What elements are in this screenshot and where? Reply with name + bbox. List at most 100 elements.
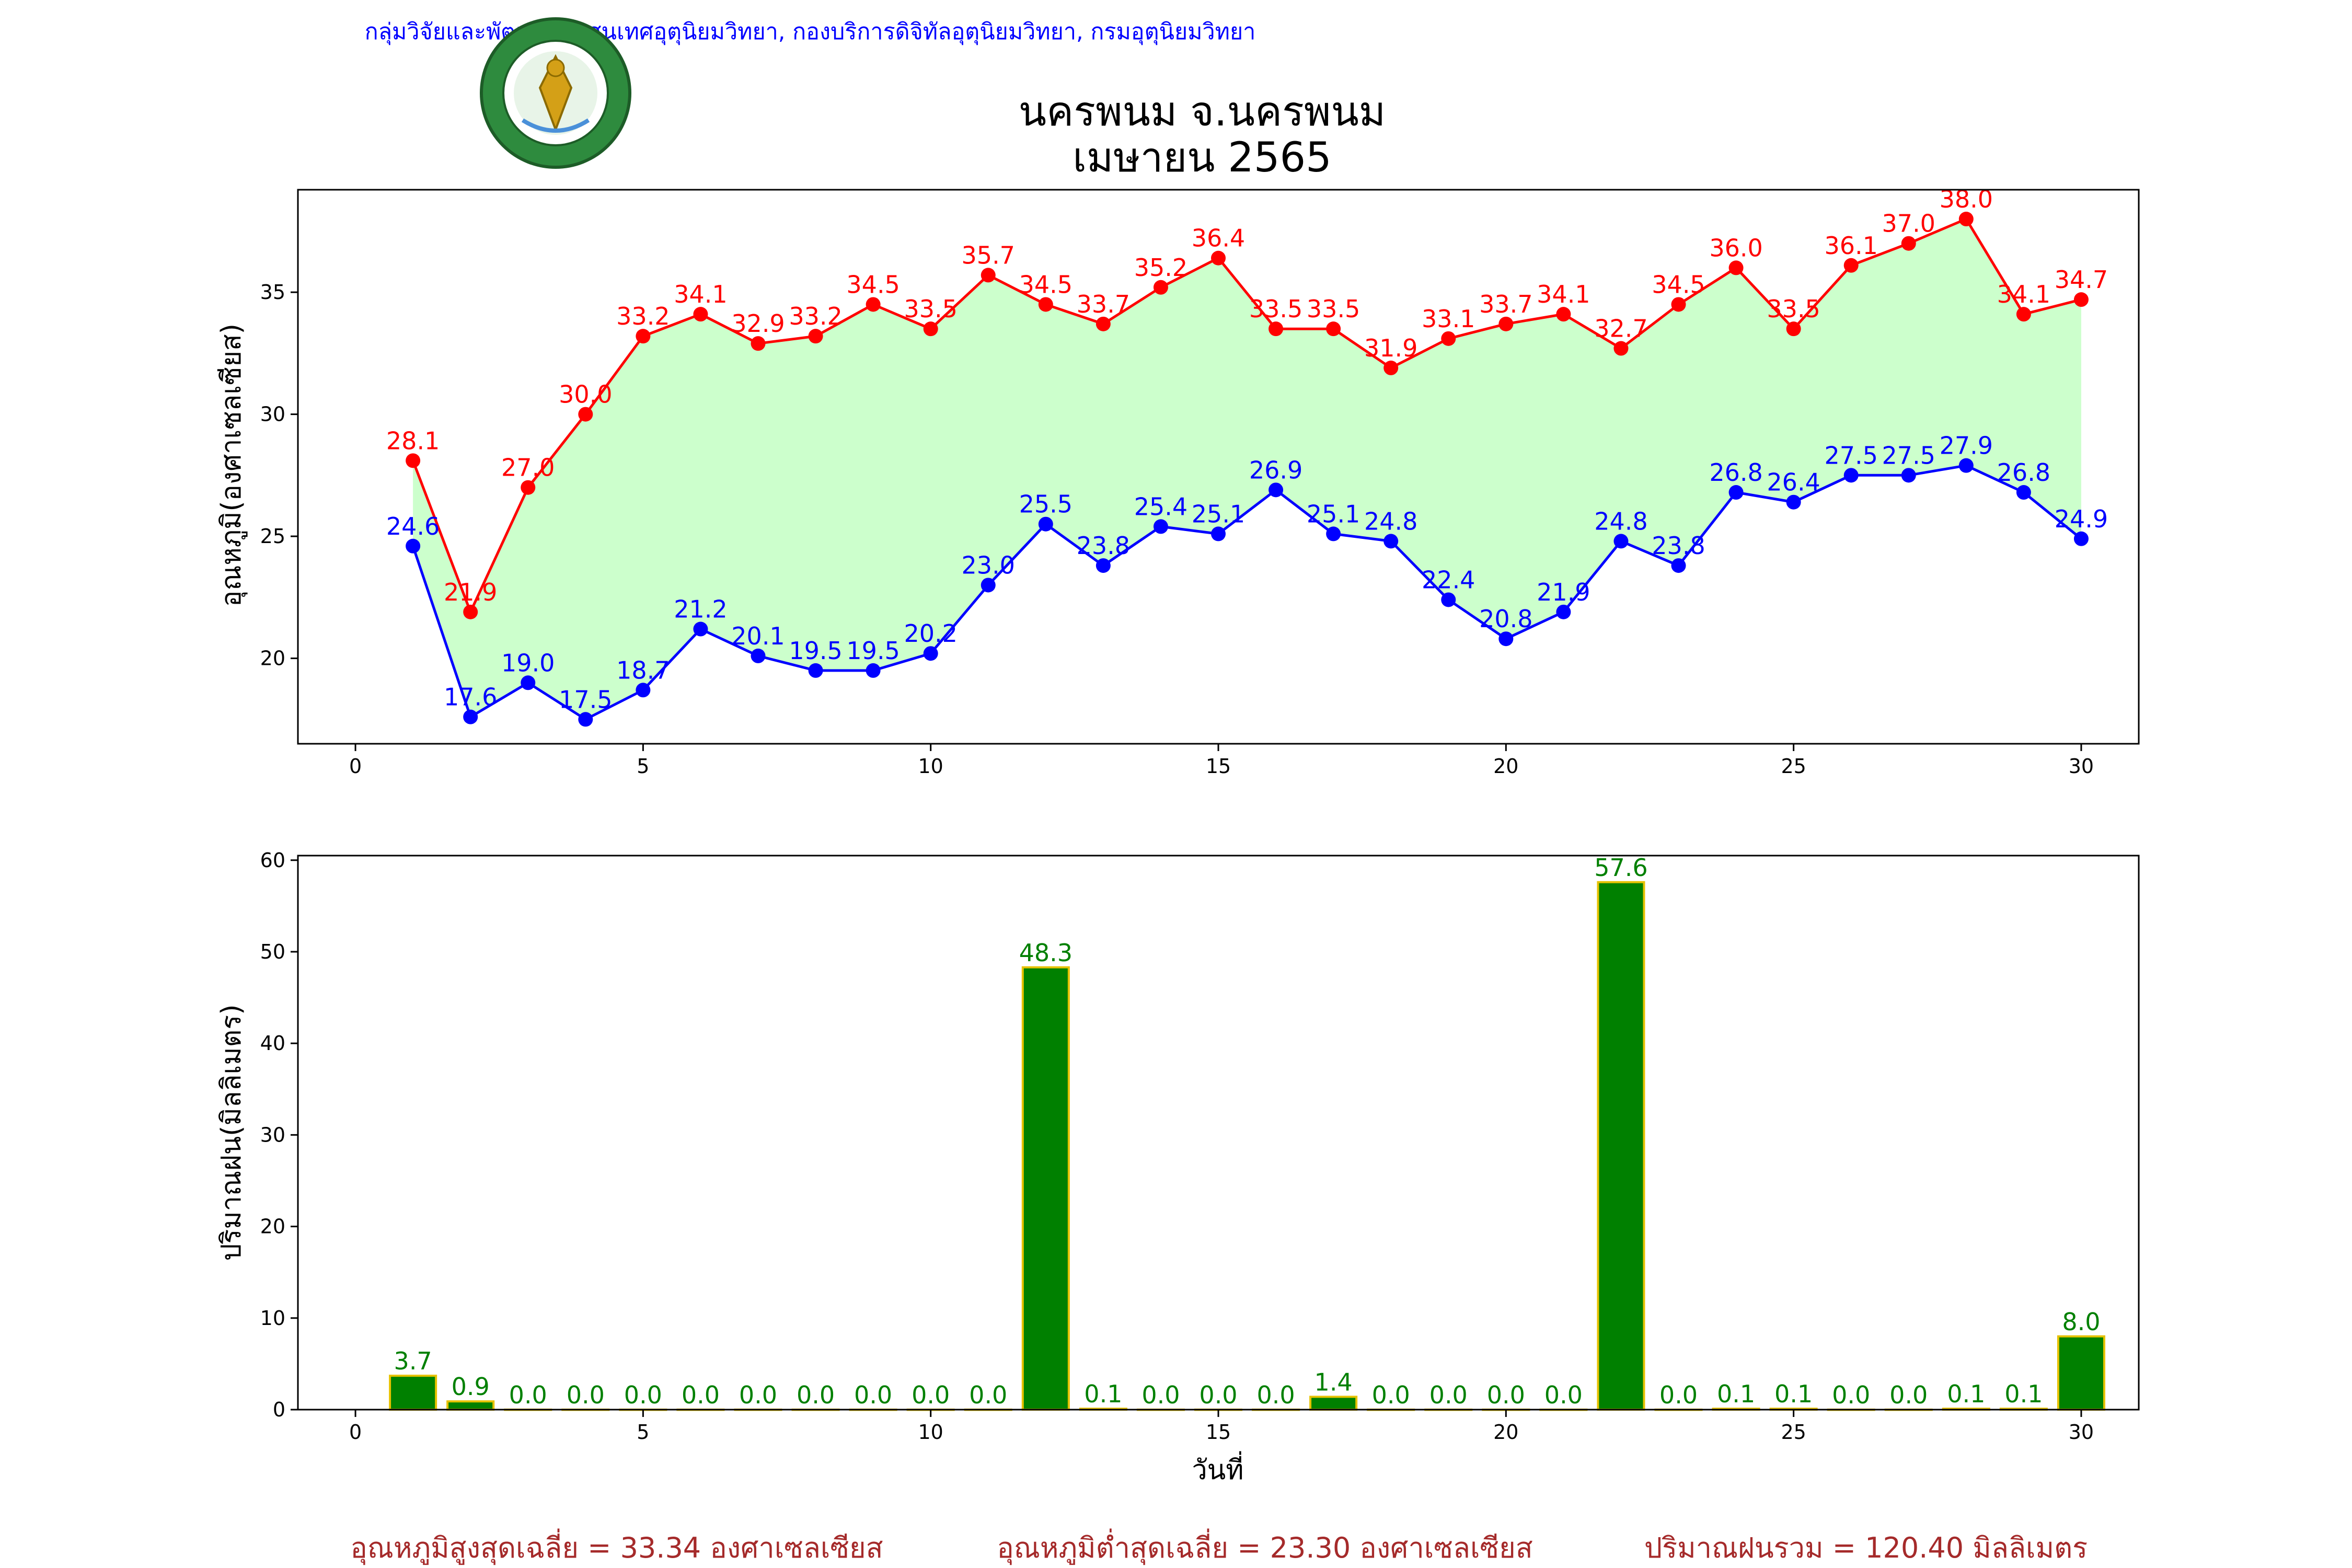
rainfall-x-tick-label: 25 bbox=[1781, 1421, 1806, 1444]
max-temperature-line bbox=[411, 217, 2082, 616]
max-temperature-point bbox=[2016, 307, 2031, 322]
min-temperature-label: 22.4 bbox=[1422, 566, 1475, 594]
max-temperature-label: 34.1 bbox=[1537, 280, 1590, 308]
min-temperature-label: 25.4 bbox=[1134, 492, 1187, 521]
max-temperature-point bbox=[1498, 316, 1514, 331]
temperature-y-tick-label: 20 bbox=[260, 647, 285, 670]
max-temperature-label: 37.0 bbox=[1882, 210, 1935, 238]
min-temperature-point bbox=[1613, 534, 1629, 549]
max-temperature-point bbox=[808, 329, 823, 344]
min-temperature-point bbox=[2073, 531, 2089, 546]
temperature-x-tick-label: 25 bbox=[1781, 755, 1806, 778]
min-temperature-point bbox=[406, 538, 421, 554]
min-temperature-label: 17.5 bbox=[559, 685, 612, 713]
rainfall-value-label: 57.6 bbox=[1594, 854, 1647, 882]
max-temperature-label: 34.5 bbox=[1019, 270, 1073, 298]
max-temperature-label: 28.1 bbox=[386, 426, 440, 455]
min-temperature-point bbox=[751, 648, 766, 663]
temperature-axis-label: อุณหภูมิ(องศาเซลเซียส) bbox=[216, 324, 248, 607]
footer-avg-max: อุณหภูมิสูงสุดเฉลี่ย = 33.34 องศาเซลเซีย… bbox=[350, 1528, 883, 1565]
min-temperature-point bbox=[1556, 604, 1571, 619]
min-temperature-point bbox=[2016, 485, 2031, 500]
min-temperature-label: 24.8 bbox=[1594, 507, 1647, 535]
rainfall-value-label: 0.0 bbox=[509, 1381, 547, 1409]
chart-title-line1: นครพนม จ.นครพนม bbox=[1019, 88, 1386, 135]
max-temperature-label: 32.9 bbox=[731, 309, 785, 338]
rainfall-value-label: 0.9 bbox=[452, 1373, 490, 1401]
rainfall-value-label: 8.0 bbox=[2062, 1308, 2100, 1336]
min-temperature-label: 26.8 bbox=[1997, 458, 2050, 487]
max-temperature-label: 36.0 bbox=[1709, 234, 1762, 262]
min-temperature-point bbox=[1326, 526, 1341, 541]
max-temperature-label: 33.5 bbox=[1249, 295, 1302, 323]
min-temperature-label: 23.8 bbox=[1077, 532, 1130, 560]
rainfall-value-label: 0.0 bbox=[1889, 1381, 1928, 1409]
min-temperature-label: 20.8 bbox=[1479, 605, 1532, 633]
max-temperature-point bbox=[1671, 297, 1686, 312]
min-temperature-point bbox=[1383, 534, 1399, 549]
min-temperature-label: 21.9 bbox=[1537, 578, 1590, 606]
max-temperature-point bbox=[1786, 321, 1801, 337]
min-temperature-label: 17.6 bbox=[444, 683, 497, 711]
min-temperature-label: 27.9 bbox=[1940, 432, 1993, 460]
max-temperature-label: 34.5 bbox=[1652, 270, 1705, 298]
temperature-x-tick-label: 0 bbox=[349, 755, 362, 778]
max-temperature-point bbox=[406, 453, 421, 468]
temperature-y-tick-label: 30 bbox=[260, 403, 285, 426]
min-temperature-label: 18.7 bbox=[616, 656, 670, 684]
min-temperature-label: 26.8 bbox=[1709, 458, 1762, 487]
max-temperature-label: 32.7 bbox=[1594, 315, 1647, 343]
rainfall-value-label: 0.0 bbox=[1832, 1381, 1870, 1409]
rainfall-value-label: 0.0 bbox=[739, 1381, 777, 1409]
rainfall-y-tick-label: 0 bbox=[273, 1398, 285, 1421]
footer-avg-min: อุณหภูมิต่ำสุดเฉลี่ย = 23.30 องศาเซลเซีย… bbox=[997, 1528, 1532, 1565]
max-temperature-label: 35.7 bbox=[962, 241, 1015, 269]
min-temperature-label: 27.5 bbox=[1824, 441, 1877, 469]
rainfall-value-label: 0.0 bbox=[854, 1381, 892, 1409]
rainfall-x-tick-label: 5 bbox=[637, 1421, 649, 1444]
min-temperature-label: 19.5 bbox=[846, 637, 900, 665]
max-temperature-point bbox=[866, 297, 881, 312]
min-temperature-point bbox=[923, 646, 938, 661]
min-temperature-point bbox=[1211, 526, 1226, 541]
rainfall-value-label: 0.0 bbox=[969, 1381, 1007, 1409]
max-temperature-label: 33.5 bbox=[904, 295, 957, 323]
min-temperature-label: 26.4 bbox=[1767, 468, 1820, 497]
rainfall-value-label: 0.0 bbox=[1372, 1381, 1410, 1409]
min-temperature-point bbox=[1498, 631, 1514, 647]
rainfall-bar bbox=[1597, 881, 1645, 1411]
max-temperature-point bbox=[1441, 331, 1456, 346]
max-temperature-point bbox=[1096, 316, 1111, 331]
max-temperature-point bbox=[1901, 236, 1916, 251]
rainfall-bar bbox=[446, 1400, 495, 1411]
max-temperature-point bbox=[1038, 297, 1053, 312]
rainfall-value-label: 0.0 bbox=[567, 1381, 605, 1409]
max-temperature-label: 34.7 bbox=[2055, 266, 2108, 294]
max-temperature-label: 30.0 bbox=[559, 381, 612, 409]
rainfall-value-label: 0.0 bbox=[1659, 1381, 1698, 1409]
max-temperature-label: 33.1 bbox=[1422, 305, 1475, 333]
max-temperature-point bbox=[521, 480, 536, 495]
rainfall-value-label: 0.0 bbox=[797, 1381, 835, 1409]
max-temperature-label: 36.1 bbox=[1824, 232, 1877, 260]
min-temperature-label: 23.0 bbox=[962, 551, 1015, 579]
rainfall-value-label: 0.1 bbox=[1717, 1380, 1755, 1408]
min-temperature-point bbox=[1843, 468, 1859, 483]
rainfall-y-tick-label: 50 bbox=[260, 940, 285, 963]
rainfall-value-label: 48.3 bbox=[1019, 939, 1073, 967]
rainfall-y-tick-label: 60 bbox=[260, 849, 285, 872]
min-temperature-point bbox=[463, 709, 478, 724]
max-temperature-label: 34.1 bbox=[674, 280, 727, 308]
max-temperature-point bbox=[1958, 212, 1974, 227]
rainfall-y-tick-label: 30 bbox=[260, 1123, 285, 1146]
max-temperature-label: 36.4 bbox=[1192, 224, 1245, 252]
max-temperature-point bbox=[981, 268, 996, 283]
min-temperature-label: 24.9 bbox=[2055, 505, 2108, 533]
min-temperature-point bbox=[578, 712, 593, 727]
min-temperature-point bbox=[1901, 468, 1916, 483]
rainfall-value-label: 0.1 bbox=[1084, 1380, 1122, 1408]
max-temperature-point bbox=[1728, 260, 1744, 275]
max-temperature-point bbox=[1153, 280, 1168, 295]
max-temperature-point bbox=[751, 336, 766, 351]
rainfall-bar bbox=[1309, 1396, 1358, 1411]
